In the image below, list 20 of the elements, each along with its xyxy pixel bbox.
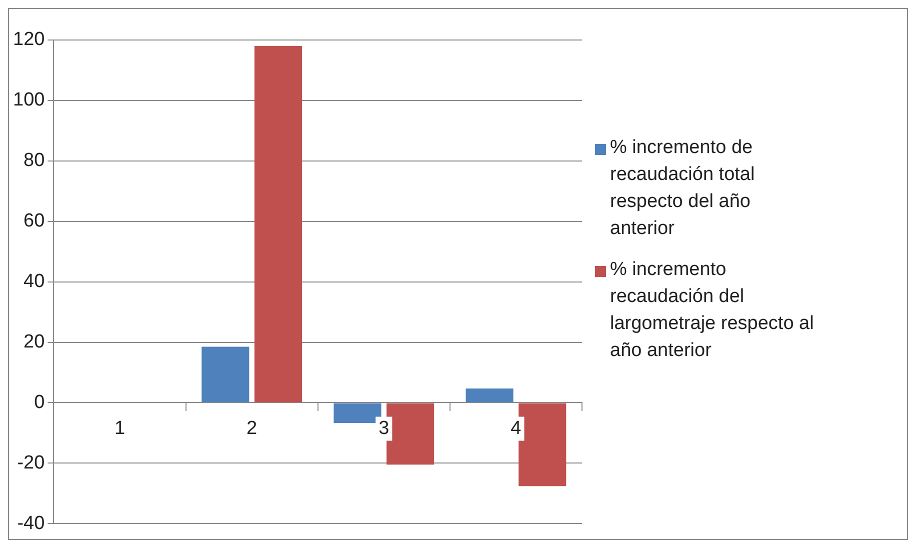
x-tick-label: 4 bbox=[510, 418, 522, 439]
y-tick-label: 0 bbox=[34, 392, 45, 413]
bar bbox=[202, 346, 250, 402]
y-tick-label: -40 bbox=[17, 512, 45, 534]
bar bbox=[466, 388, 514, 402]
y-tick-label: 100 bbox=[13, 90, 45, 111]
y-tick-label: 40 bbox=[24, 271, 45, 292]
y-tick-label: 120 bbox=[13, 29, 45, 50]
legend-label: % incremento recaudación del largometraje respecto al año anterior bbox=[610, 258, 815, 363]
bar bbox=[254, 46, 302, 402]
legend-label: % incremento de recaudación total respecto del año anterior bbox=[610, 136, 756, 241]
y-tick-label: 20 bbox=[24, 331, 45, 352]
bar bbox=[386, 403, 434, 465]
y-tick-label: -20 bbox=[17, 452, 45, 474]
bar bbox=[334, 403, 382, 423]
y-tick-label: 80 bbox=[24, 150, 45, 172]
x-tick-label: 2 bbox=[246, 418, 258, 439]
x-tick-label: 3 bbox=[378, 418, 390, 439]
x-tick-label: 1 bbox=[114, 418, 126, 439]
y-tick-label: 60 bbox=[24, 210, 45, 232]
